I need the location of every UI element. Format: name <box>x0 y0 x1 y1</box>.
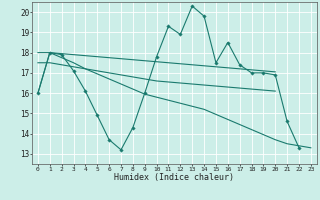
X-axis label: Humidex (Indice chaleur): Humidex (Indice chaleur) <box>115 173 234 182</box>
